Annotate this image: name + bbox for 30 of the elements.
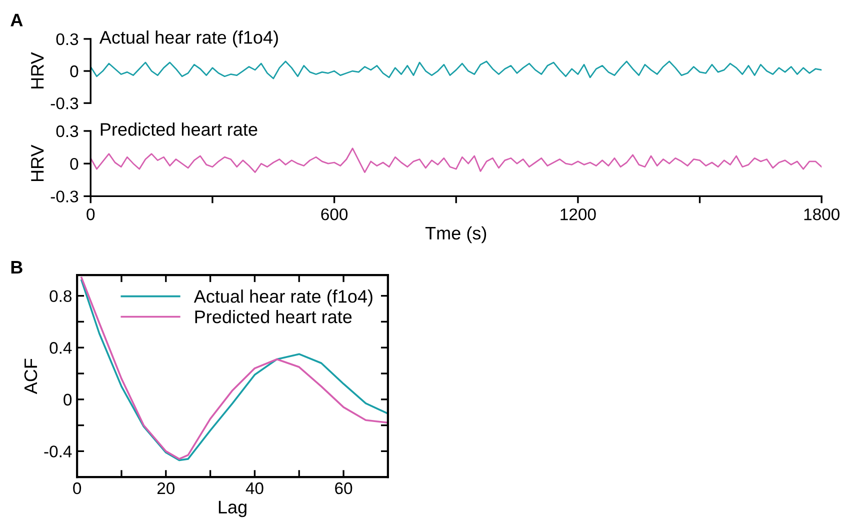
- chart-title: Predicted heart rate: [100, 122, 258, 136]
- x-tick-label: 0: [86, 208, 95, 220]
- y-tick-label: 0.8: [50, 290, 72, 302]
- text: A: [10, 14, 23, 26]
- y-tick-label: -0.3: [50, 97, 78, 110]
- x-tick-label: 1200: [560, 208, 596, 220]
- y-tick-label: 0: [64, 394, 72, 406]
- line-series: [90, 60, 822, 80]
- x-tick-label: 60: [335, 482, 352, 494]
- y-tick-label: 0.3: [56, 33, 78, 46]
- y-axis-title: HRV: [31, 144, 44, 182]
- y-tick-label: -0.4: [44, 446, 72, 458]
- y-tick-label: 0: [70, 65, 78, 78]
- x-tick-label: 20: [157, 482, 175, 494]
- y-tick-label: 0.3: [56, 125, 78, 138]
- y-tick-label: 0: [70, 158, 78, 170]
- x-tick-label: 600: [321, 208, 348, 220]
- y-axis-title: HRV: [31, 52, 44, 88]
- legend-label: Actual hear rate (f1o4): [194, 290, 372, 306]
- x-tick-label: 40: [246, 482, 264, 494]
- legend-label: Predicted heart rate: [195, 310, 352, 324]
- y-tick-label: 0.4: [50, 342, 72, 354]
- text: B: [11, 261, 22, 274]
- y-tick-label: -0.3: [50, 190, 78, 202]
- line-series: [90, 148, 822, 173]
- y-axis-title: ACF: [24, 358, 38, 394]
- x-tick-label: 1800: [804, 208, 840, 220]
- chart-title: Actual hear rate (f1o4): [99, 30, 278, 48]
- x-axis-title: Tme (s): [425, 226, 486, 244]
- x-axis-title: Lag: [218, 500, 246, 518]
